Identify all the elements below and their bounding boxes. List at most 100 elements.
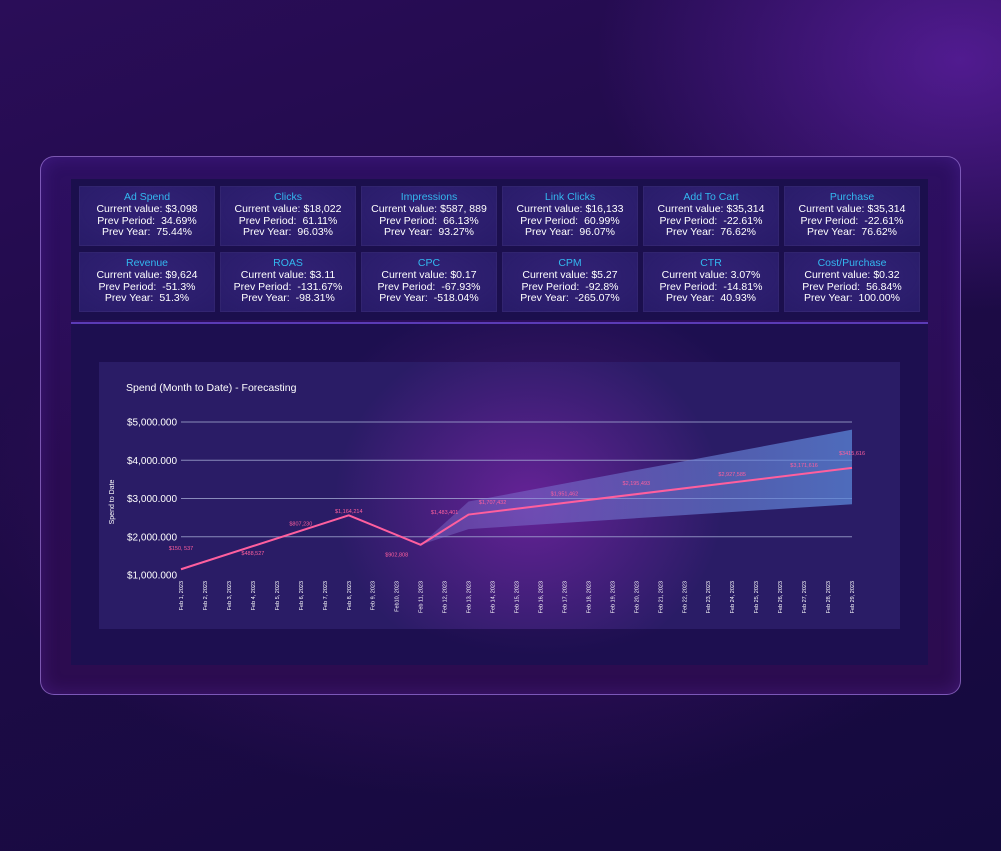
kpi-label: Prev Period: [520,214,579,227]
x-tick-label: Feb 14, 2023 [491,581,497,613]
kpi-title: Purchase [829,191,875,203]
kpi-card-revenue: Revenue Current value: $9,624 Prev Period: -… [79,252,215,312]
kpi-label: Current value: [798,203,865,215]
kpi-row-current: Current value: $35,314 [644,203,778,216]
kpi-label: Prev Period: [97,214,156,227]
kpi-title: CTR [700,257,722,269]
kpi-card-link-clicks: Link Clicks Current value: $16,133 Prev Per… [502,186,638,246]
kpi-row-prev-period: Prev Period: 34.69% [80,214,214,228]
kpi-label: Prev Period: [98,280,157,293]
kpi-row-prev-period: Prev Period: -131.67% [221,280,355,294]
kpi-value: $16,133 [585,203,624,215]
kpi-title: CPC [417,257,441,269]
kpi-value: 76.62% [720,226,757,238]
x-tick-label: Feb 3, 2023 [227,581,233,610]
kpi-label: Prev Year: [104,292,154,304]
kpi-label: Prev Period: [233,280,292,293]
kpi-label: Current value: [234,203,301,215]
x-tick-label: Feb 8, 2023 [347,581,353,610]
kpi-row-prev-period: Prev Period: -92.8% [503,281,637,294]
kpi-label: Current value: [522,269,589,281]
y-tick-label: $1,000.000 [127,571,177,582]
kpi-value: -14.81% [723,280,763,293]
x-tick-label: Feb 12, 2023 [443,581,449,613]
x-tick-label: Feb 29, 2023 [850,581,856,613]
kpi-value: $35,314 [726,203,765,215]
kpi-value: -51.3% [162,280,196,293]
kpi-title: ROAS [273,257,303,269]
kpi-row-prev-period: Prev Period: -67.93% [362,281,496,294]
kpi-row-prev-period: Prev Period: -51.3% [80,280,214,294]
x-tick-label: Feb 17, 2023 [562,581,568,613]
x-tick-label: Feb 1, 2023 [179,581,185,610]
data-label: $1,707,432 [479,500,507,506]
y-tick-label: $3,000.000 [127,494,177,505]
x-tick-label: Feb10, 2023 [395,581,401,612]
data-label: $2,927,585 [718,472,746,478]
kpi-row-prev-period: Prev Period: -14.81% [644,280,778,294]
kpi-row-current: Current value: $16,133 [503,203,637,216]
chart-title: Spend (Month to Date) - Forecasting [126,382,297,394]
x-tick-label: Feb 6, 2023 [299,581,305,610]
kpi-label: Current value: [661,269,728,281]
kpi-label: Prev Year: [665,226,715,238]
x-tick-label: Feb 4, 2023 [251,581,257,610]
kpi-value: $3,098 [165,203,198,215]
kpi-value: $587, 889 [440,203,487,215]
forecast-band [420,429,852,545]
kpi-label: Prev Year: [241,292,290,304]
kpi-value: 96.07% [579,226,616,238]
kpi-label: Current value: [804,269,871,281]
kpi-card-ad-spend: Ad Spend Current value: $3,098 Prev Period:… [79,186,215,246]
kpi-value: 34.69% [161,214,197,227]
data-label: $1,951,462 [551,491,579,497]
spend-forecast-chart: Spend (Month to Date) - Forecasting $1,0… [99,362,900,629]
kpi-title: Clicks [274,191,302,203]
spend-line [180,466,853,571]
kpi-title: CPM [558,257,582,269]
kpi-row-prev-year: Prev Year: 100.00% [785,292,919,305]
kpi-row-current: Current value: $35,314 [785,203,919,216]
kpi-row-prev-period: Prev Period: -22.61% [785,214,919,228]
kpi-value: -265.07% [574,292,620,304]
kpi-card-purchase: Purchase Current value: $35,314 Prev Period… [784,186,920,246]
kpi-label: Prev Period: [800,214,859,227]
kpi-value: 40.93% [720,292,757,304]
kpi-row-prev-period: Prev Period: 60.99% [503,214,637,228]
kpi-title: Add To Cart [683,191,739,203]
kpi-card-clicks: Clicks Current value: $18,022 Prev Period: 6… [220,186,356,246]
x-tick-label: Feb 22, 2023 [682,581,688,613]
kpi-value: -518.04% [433,292,479,304]
kpi-row-current: Current value: $3,098 [80,203,214,216]
x-tick-label: Feb 27, 2023 [802,581,808,613]
kpi-label: Current value: [371,203,438,215]
x-tick-label: Feb 11, 2023 [419,581,425,613]
y-axis-label: Spend to Date [109,480,116,525]
kpi-value: $0.17 [450,269,477,281]
kpi-value: -22.61% [864,214,904,227]
kpi-row-prev-period: Prev Period: 66.13% [362,214,496,228]
kpi-row-prev-year: Prev Year: 75.44% [80,226,214,239]
kpi-row-prev-year: Prev Year: 51.3% [80,292,214,305]
kpi-label: Prev Period: [659,214,718,227]
kpi-value: 66.13% [443,214,479,227]
kpi-value: $9,624 [165,269,198,281]
kpi-value: $5.27 [591,269,618,281]
kpi-row-current: Current value: 3.07% [644,269,778,282]
x-tick-label: Feb 28, 2023 [826,581,832,613]
kpi-label: Prev Period: [238,214,297,227]
kpi-row-prev-year: Prev Year: 40.93% [644,292,778,305]
x-tick-label: Feb 24, 2023 [730,581,736,613]
kpi-value: $3.11 [309,269,336,281]
kpi-row-prev-year: Prev Year: 76.62% [644,226,778,239]
kpi-row-prev-year: Prev Year: -265.07% [503,292,637,305]
kpi-label: Current value: [516,203,583,215]
data-label: $3415,616 [839,451,865,457]
kpi-row-prev-period: Prev Period: -22.61% [644,214,778,228]
x-tick-label: Feb 5, 2023 [275,581,281,610]
kpi-label: Prev Year: [383,226,433,238]
kpi-card-impressions: Impressions Current value: $587, 889 Prev P… [361,186,497,246]
kpi-row-current: Current value: $18,022 [221,203,355,216]
data-label: $3,171,616 [790,463,818,469]
kpi-label: Current value: [96,269,163,281]
